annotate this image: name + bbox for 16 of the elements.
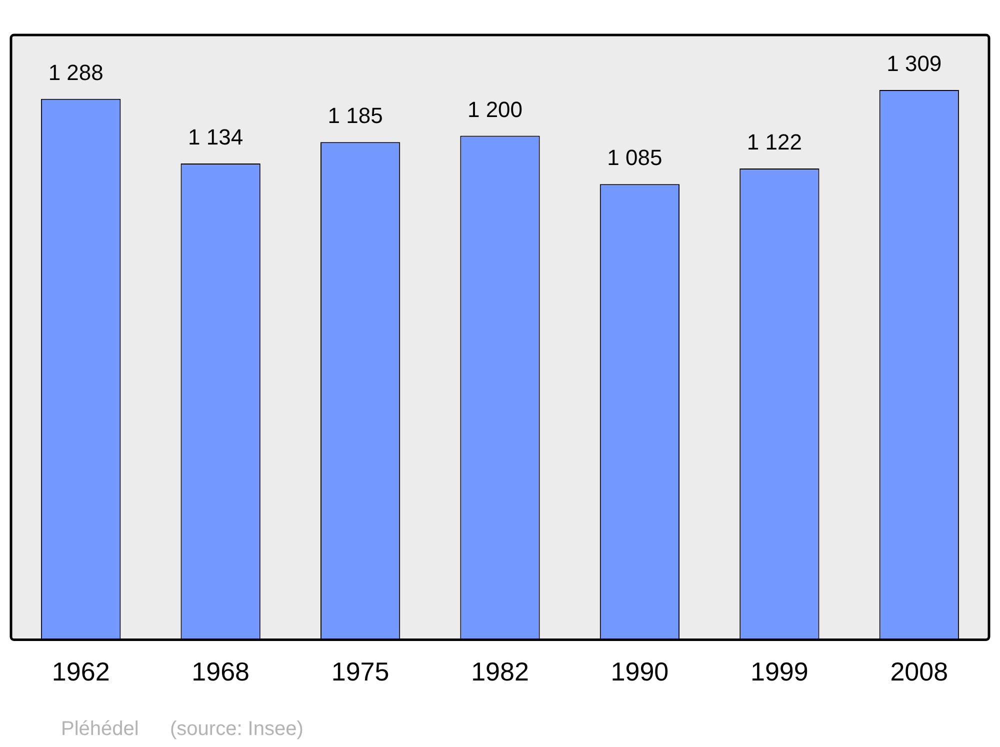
data-label: 1 122 [746,130,802,155]
text: Pléhédel [61,718,139,741]
data-label: 1 200 [467,96,523,122]
x-tick-label: 2008 [890,656,948,687]
x-tick-label: 1990 [610,656,669,687]
x-tick-label: 1982 [471,656,529,687]
x-tick-label: 1968 [192,656,250,687]
x-tick-label: 1999 [750,656,808,687]
data-label: 1 185 [328,103,383,128]
x-tick-label: 1975 [331,656,390,687]
data-label: 1 309 [886,51,942,76]
data-label: 1 085 [607,145,662,170]
data-label: 1 288 [48,60,104,85]
data-label: 1 134 [188,124,244,150]
x-tick-label: 1962 [52,656,110,687]
text: (source: Insee) [170,718,304,741]
